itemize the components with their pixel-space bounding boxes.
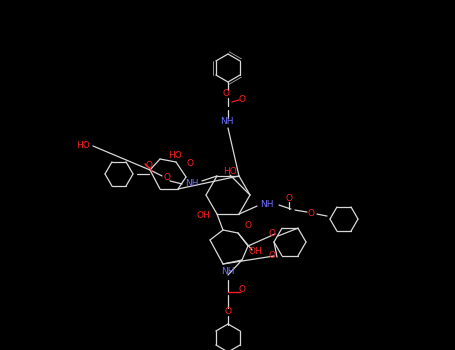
Text: O: O bbox=[268, 251, 275, 259]
Text: O: O bbox=[268, 229, 275, 238]
Text: NH: NH bbox=[185, 180, 199, 188]
Text: NH: NH bbox=[260, 199, 274, 209]
Text: HO: HO bbox=[223, 168, 237, 176]
Text: O: O bbox=[308, 209, 314, 218]
Text: O: O bbox=[285, 194, 293, 203]
Text: O: O bbox=[187, 159, 193, 168]
Text: OH: OH bbox=[248, 247, 262, 257]
Text: NH: NH bbox=[220, 118, 234, 126]
Text: O: O bbox=[238, 286, 246, 294]
Text: HO: HO bbox=[168, 150, 182, 160]
Text: O: O bbox=[163, 174, 171, 182]
Text: O: O bbox=[224, 308, 232, 316]
Text: O: O bbox=[222, 90, 229, 98]
Text: O: O bbox=[238, 94, 246, 104]
Text: O: O bbox=[146, 161, 152, 170]
Text: OH: OH bbox=[196, 210, 210, 219]
Text: O: O bbox=[244, 220, 252, 230]
Text: NH: NH bbox=[221, 267, 235, 276]
Text: HO: HO bbox=[76, 140, 90, 149]
